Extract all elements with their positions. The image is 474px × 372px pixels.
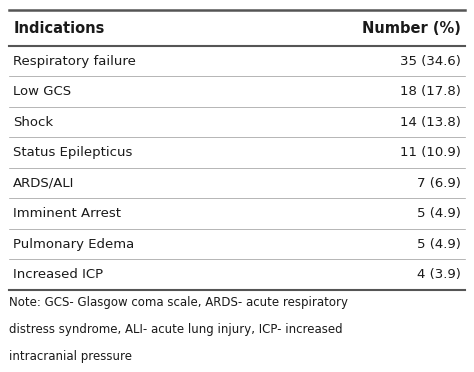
Text: Number (%): Number (%) — [362, 20, 461, 36]
Text: Imminent Arrest: Imminent Arrest — [13, 207, 121, 220]
Text: Status Epilepticus: Status Epilepticus — [13, 146, 133, 159]
Text: Pulmonary Edema: Pulmonary Edema — [13, 238, 135, 250]
Text: Indications: Indications — [13, 20, 105, 36]
Text: 4 (3.9): 4 (3.9) — [417, 268, 461, 281]
Text: Low GCS: Low GCS — [13, 85, 72, 98]
Text: 5 (4.9): 5 (4.9) — [417, 207, 461, 220]
Text: Respiratory failure: Respiratory failure — [13, 55, 136, 67]
Text: intracranial pressure: intracranial pressure — [9, 350, 131, 363]
Text: distress syndrome, ALI- acute lung injury, ICP- increased: distress syndrome, ALI- acute lung injur… — [9, 323, 342, 336]
Text: 18 (17.8): 18 (17.8) — [400, 85, 461, 98]
Text: Shock: Shock — [13, 116, 54, 128]
Text: ARDS/ALI: ARDS/ALI — [13, 177, 74, 189]
Text: 11 (10.9): 11 (10.9) — [400, 146, 461, 159]
Text: Increased ICP: Increased ICP — [13, 268, 103, 281]
Text: 35 (34.6): 35 (34.6) — [400, 55, 461, 67]
Text: 7 (6.9): 7 (6.9) — [417, 177, 461, 189]
Text: Note: GCS- Glasgow coma scale, ARDS- acute respiratory: Note: GCS- Glasgow coma scale, ARDS- acu… — [9, 296, 347, 310]
Text: 5 (4.9): 5 (4.9) — [417, 238, 461, 250]
Text: 14 (13.8): 14 (13.8) — [400, 116, 461, 128]
